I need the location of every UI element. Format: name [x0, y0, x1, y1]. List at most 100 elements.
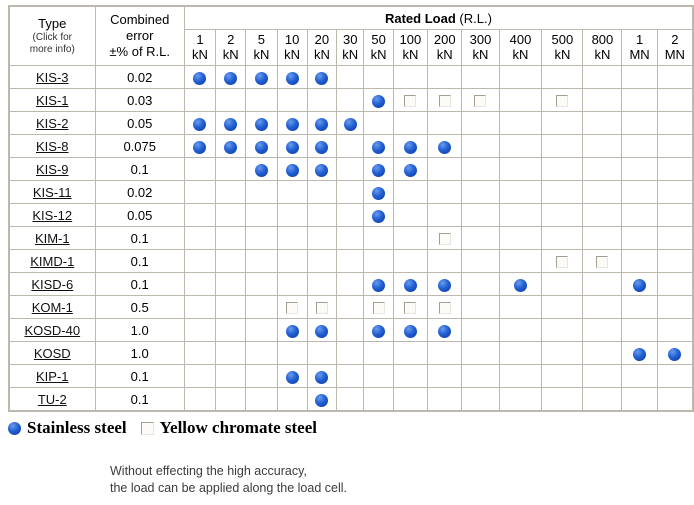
load-mark-cell [363, 318, 394, 342]
load-column-header: 30 kN [336, 29, 365, 66]
load-mark-cell [427, 157, 463, 181]
type-link[interactable]: KOSD-40 [24, 322, 81, 338]
load-mark-cell [656, 295, 694, 319]
load-mark-cell [392, 180, 429, 204]
table-row: KIP-1 0.1 [8, 364, 694, 388]
load-mark-cell [183, 65, 217, 89]
load-mark-cell [306, 134, 338, 158]
load-mark-cell [245, 272, 278, 296]
stainless-steel-dot-icon [224, 71, 238, 85]
load-mark-cell [245, 295, 278, 319]
load-mark-cell [656, 157, 694, 181]
type-link[interactable]: KOM-1 [31, 299, 73, 315]
load-mark-cell [461, 249, 500, 273]
load-mark-cell [582, 88, 623, 112]
load-mark-cell [215, 318, 247, 342]
load-mark-cell [336, 134, 365, 158]
error-value-cell: 0.1 [94, 226, 185, 250]
load-mark-cell [621, 318, 658, 342]
load-mark-cell [363, 180, 394, 204]
type-link[interactable]: KOSD [33, 345, 71, 361]
load-mark-cell [656, 203, 694, 227]
load-mark-cell [183, 364, 217, 388]
stainless-steel-dot-icon [193, 71, 207, 85]
load-mark-cell [336, 203, 365, 227]
stainless-steel-dot-icon [668, 347, 682, 361]
load-mark-cell [336, 387, 365, 412]
load-mark-cell [276, 134, 308, 158]
load-mark-cell [215, 249, 247, 273]
load-mark-cell [392, 134, 429, 158]
type-link[interactable]: KIS-1 [36, 92, 69, 108]
load-mark-cell [541, 111, 584, 135]
load-mark-cell [582, 364, 623, 388]
load-mark-cell [461, 318, 500, 342]
load-mark-cell [541, 203, 584, 227]
load-mark-cell [215, 111, 247, 135]
type-link[interactable]: KIS-2 [36, 115, 69, 131]
load-mark-cell [461, 272, 500, 296]
load-mark-cell [541, 364, 584, 388]
load-mark-cell [245, 157, 278, 181]
load-mark-cell [306, 295, 338, 319]
load-mark-cell [656, 364, 694, 388]
load-mark-cell [363, 387, 394, 412]
error-value-cell: 0.05 [94, 203, 185, 227]
load-mark-cell [427, 272, 463, 296]
error-value-cell: 0.03 [94, 88, 185, 112]
load-mark-cell [656, 387, 694, 412]
load-mark-cell [461, 88, 500, 112]
error-value-cell: 0.075 [94, 134, 185, 158]
type-link[interactable]: TU-2 [37, 391, 67, 407]
type-column-header: Type (Click for more info) [8, 5, 96, 66]
load-column-header: 1 MN [621, 29, 658, 66]
load-mark-cell [656, 249, 694, 273]
load-mark-cell [245, 249, 278, 273]
type-link[interactable]: KISD-6 [31, 276, 74, 292]
table-row: KISD-6 0.1 [8, 272, 694, 296]
load-mark-cell [306, 88, 338, 112]
chromate-steel-square-icon [556, 256, 569, 269]
type-link[interactable]: KIS-12 [32, 207, 73, 223]
load-column-header: 2 MN [656, 29, 694, 66]
type-link[interactable]: KIM-1 [34, 230, 70, 246]
load-column-header: 2 kN [215, 29, 247, 66]
load-mark-cell [336, 65, 365, 89]
load-mark-cell [461, 295, 500, 319]
load-mark-cell [363, 111, 394, 135]
load-mark-cell [461, 341, 500, 365]
table-row: KIS-12 0.05 [8, 203, 694, 227]
load-mark-cell [392, 364, 429, 388]
load-mark-cell [621, 295, 658, 319]
load-mark-cell [392, 318, 429, 342]
stainless-steel-dot-icon [343, 117, 357, 131]
load-mark-cell [276, 157, 308, 181]
type-link[interactable]: KIS-9 [36, 161, 69, 177]
load-mark-cell [215, 157, 247, 181]
type-link[interactable]: KIS-11 [32, 184, 72, 200]
chromate-steel-square-icon [596, 256, 609, 269]
load-mark-cell [276, 295, 308, 319]
table-row: KIS-1 0.03 [8, 88, 694, 112]
type-link[interactable]: KIP-1 [36, 368, 69, 384]
load-column-header: 20 kN [306, 29, 338, 66]
load-mark-cell [245, 180, 278, 204]
error-value-cell: 0.1 [94, 387, 185, 412]
stainless-steel-dot-icon [285, 370, 299, 384]
load-mark-cell [245, 318, 278, 342]
type-link[interactable]: KIS-3 [36, 69, 69, 85]
stainless-steel-dot-icon [254, 117, 268, 131]
error-value-cell: 0.1 [94, 272, 185, 296]
stainless-steel-dot-icon [403, 140, 417, 154]
stainless-steel-dot-icon [633, 347, 647, 361]
type-link[interactable]: KIMD-1 [30, 253, 75, 269]
load-mark-cell [427, 387, 463, 412]
type-link[interactable]: KIS-8 [36, 138, 69, 154]
chromate-steel-square-icon [438, 95, 451, 108]
load-mark-cell [427, 88, 463, 112]
load-mark-cell [245, 203, 278, 227]
load-mark-cell [621, 111, 658, 135]
load-mark-cell [183, 134, 217, 158]
load-mark-cell [363, 295, 394, 319]
